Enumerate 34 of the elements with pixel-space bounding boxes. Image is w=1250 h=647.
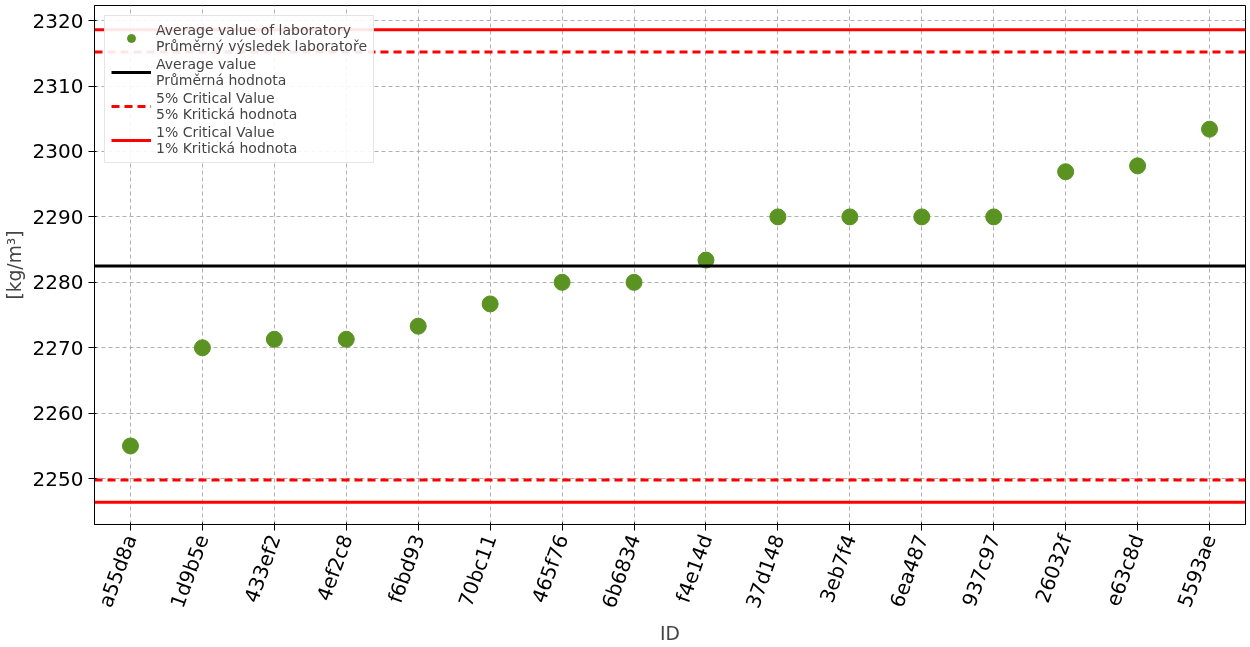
point <box>985 208 1003 226</box>
point <box>913 208 931 226</box>
y-tick-label: 2280 <box>32 270 84 295</box>
legend-label: 5% Critical Value 5% Kritická hodnota <box>156 90 298 122</box>
x-tick-label: 4ef2c8 <box>311 531 358 604</box>
point <box>409 317 427 335</box>
y-tick-label: 2300 <box>32 139 84 164</box>
point <box>1057 163 1075 181</box>
x-tick-label: 465f76 <box>526 531 574 607</box>
point <box>193 339 211 357</box>
y-tick-label: 2270 <box>32 335 84 360</box>
y-tick-label: 2260 <box>32 401 84 426</box>
legend-label: 1% Critical Value 1% Kritická hodnota <box>156 124 298 156</box>
x-axis-title: ID <box>660 623 680 645</box>
point <box>1201 120 1219 138</box>
point <box>121 437 139 455</box>
x-tick-label: 433ef2 <box>239 531 286 606</box>
point <box>481 295 499 313</box>
point <box>625 273 643 291</box>
y-tick-label: 2320 <box>32 8 84 33</box>
point <box>841 208 859 226</box>
point <box>265 330 283 348</box>
point <box>337 330 355 348</box>
point <box>1129 157 1147 175</box>
legend-label: Average value Průměrná hodnota <box>156 56 287 88</box>
x-tick-label: e63c8d <box>1100 531 1149 610</box>
point <box>553 273 571 291</box>
y-tick-label: 2310 <box>32 74 84 98</box>
y-axis-title: [kg/m³] <box>3 230 25 300</box>
x-tick-label: a55d8a <box>93 531 142 611</box>
y-tick-label: 2250 <box>32 466 84 491</box>
point <box>769 208 787 226</box>
legend-label: Average value of laboratory Průměrný výsledek laboratoře <box>156 22 367 54</box>
y-tick-label: 2290 <box>32 204 84 229</box>
